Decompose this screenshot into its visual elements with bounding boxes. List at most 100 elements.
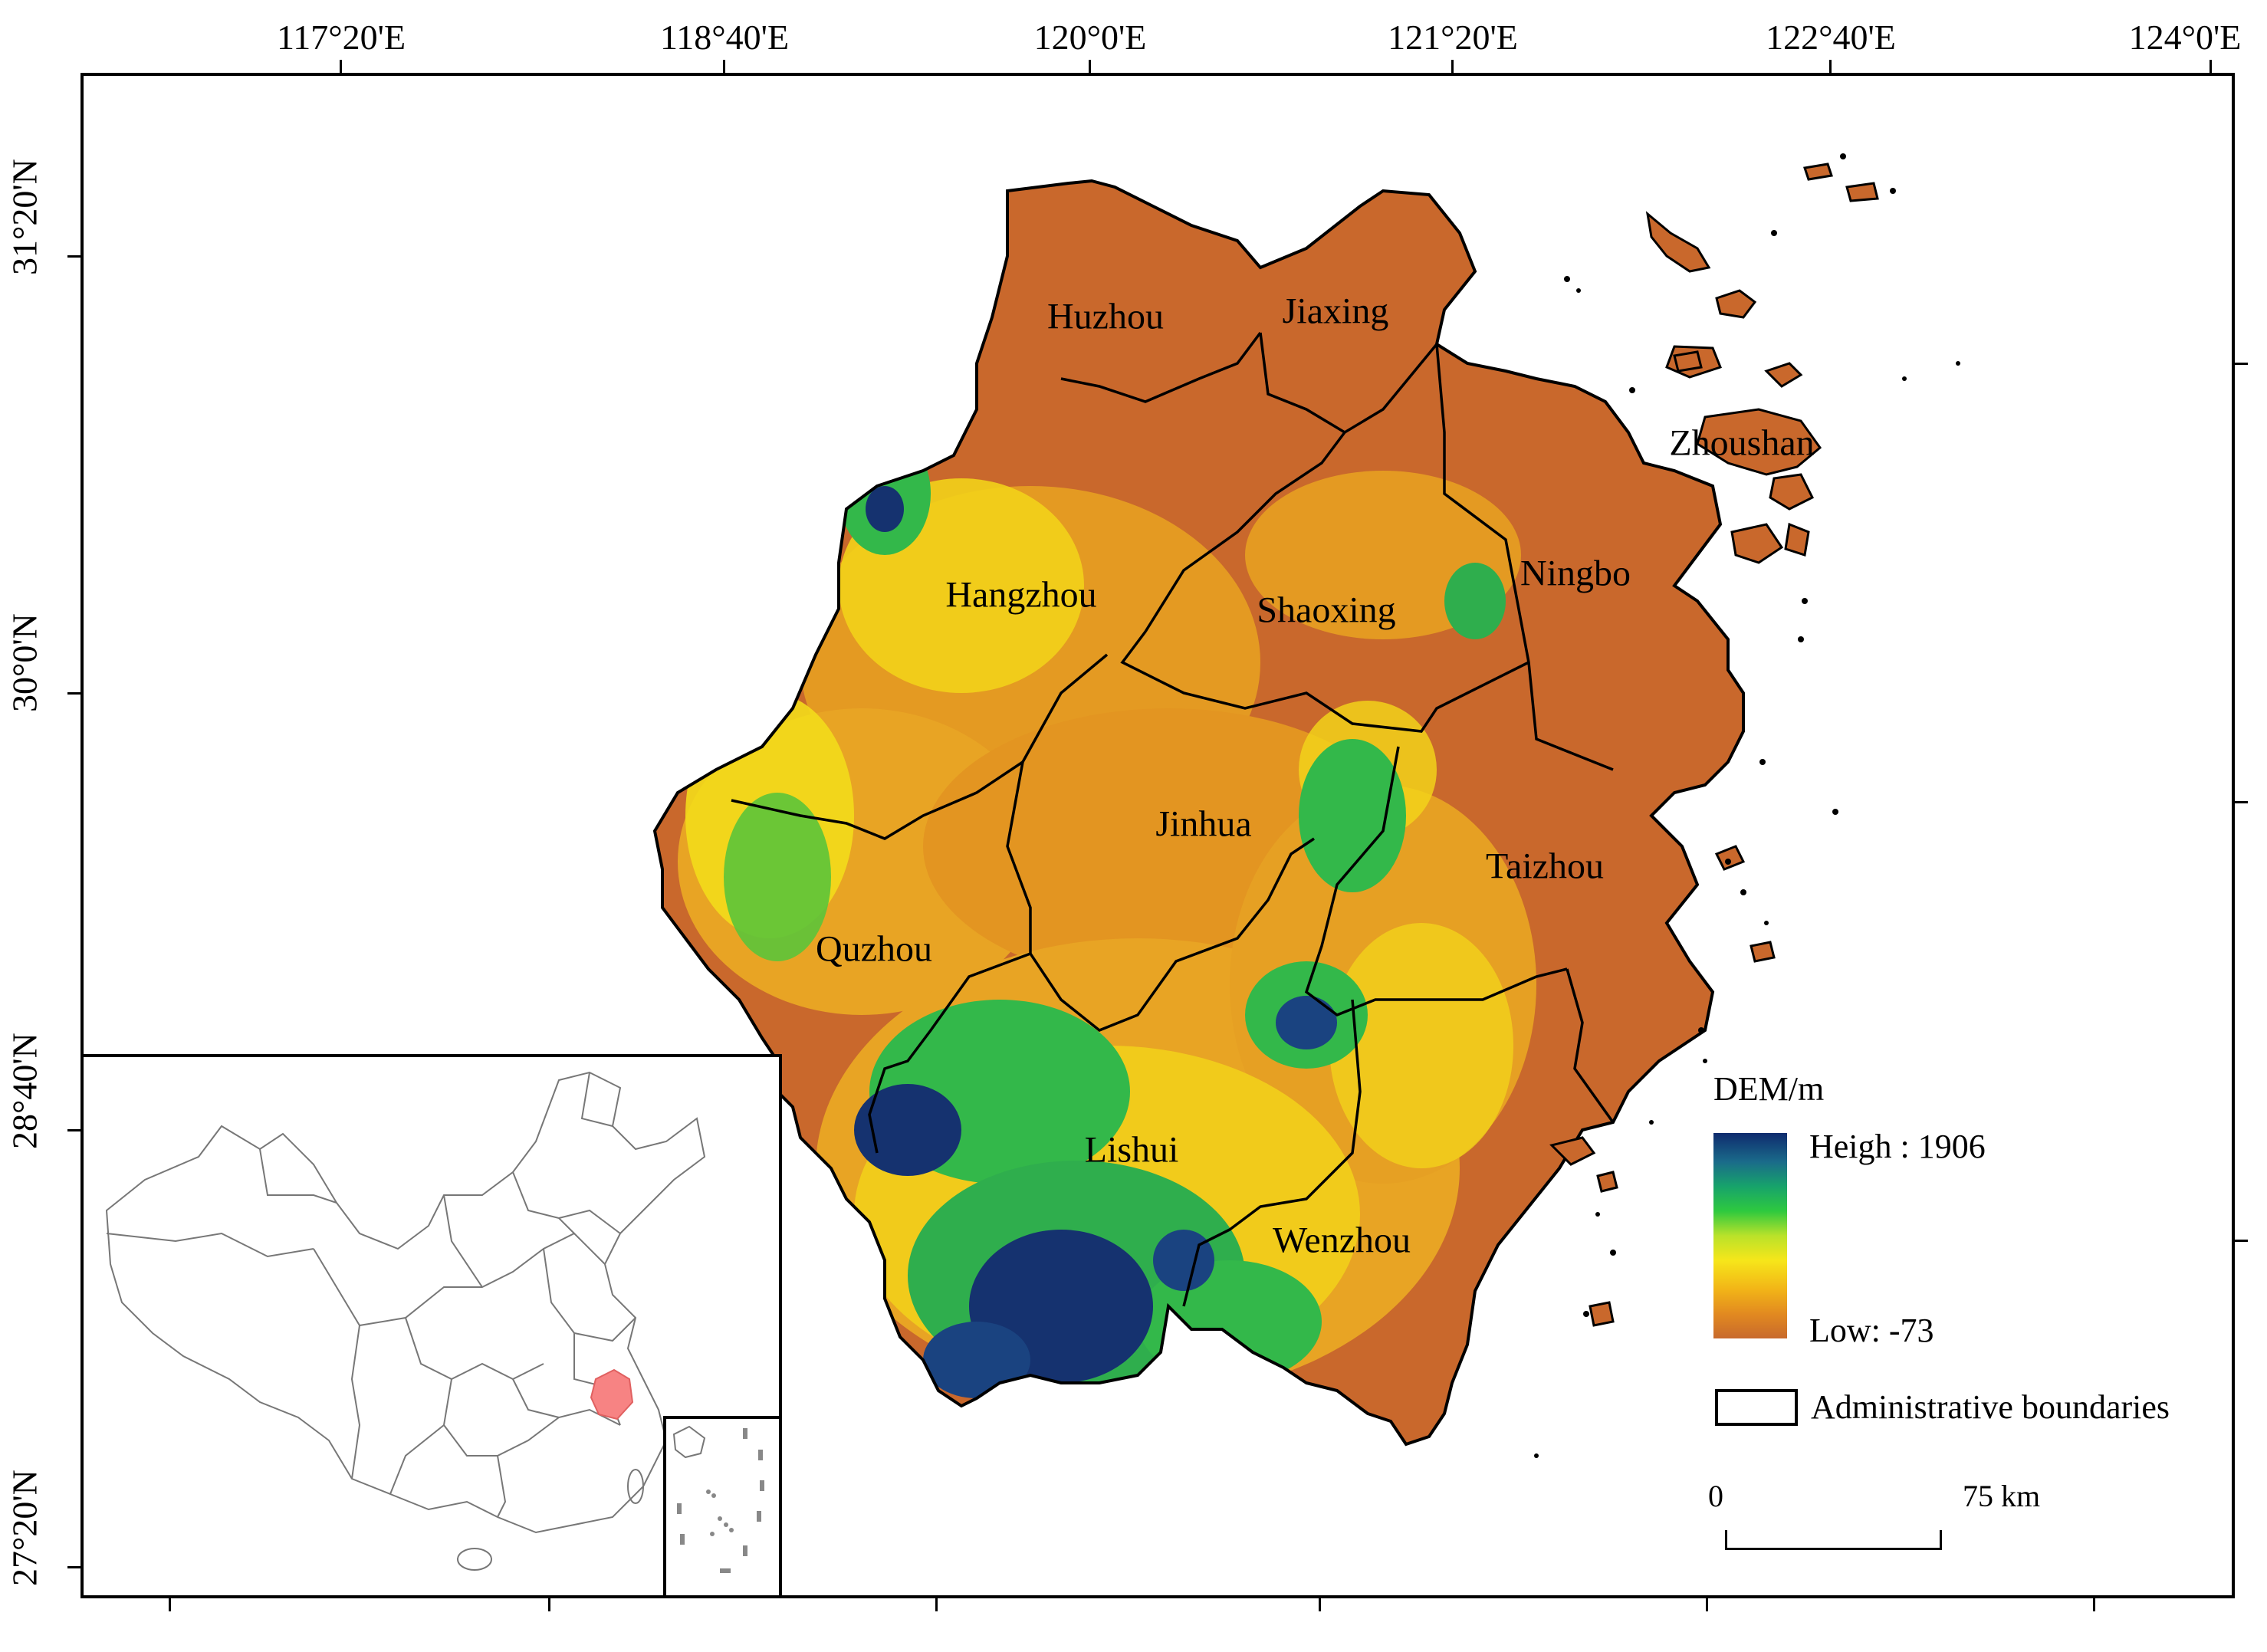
province-line: [350, 1325, 361, 1480]
islet: [1649, 1120, 1654, 1125]
bottom-tick: [1706, 1598, 1708, 1611]
dash-line: [758, 1450, 763, 1460]
city-label: Ningbo: [1520, 553, 1631, 594]
boundary-line: [731, 653, 1109, 840]
province-line: [497, 1455, 507, 1518]
islet: [729, 1528, 734, 1532]
highland-zone: [1299, 739, 1406, 892]
highland-zone: [724, 793, 831, 961]
islet: [1890, 188, 1896, 194]
city-label: Zhoushan: [1669, 422, 1815, 464]
dash-line: [720, 1568, 731, 1573]
left-tick: [67, 1566, 80, 1568]
mid-zone: [1329, 923, 1513, 1168]
peak-zone: [1153, 1230, 1214, 1291]
islet: [710, 1532, 715, 1536]
islet: [1564, 276, 1570, 282]
left-tick: [67, 1129, 80, 1131]
island: [1673, 350, 1703, 373]
right-tick: [2235, 801, 2248, 803]
province-line: [442, 1378, 621, 1457]
boundary-line: [1120, 630, 1529, 733]
island: [1589, 1301, 1615, 1327]
boundary-line: [868, 952, 1031, 1154]
legend-title: DEM/m: [1713, 1070, 1825, 1108]
islet: [1832, 809, 1838, 815]
longitude-label: 121°20'E: [1388, 18, 1518, 57]
islet: [1771, 230, 1777, 236]
islet: [1703, 1059, 1707, 1063]
city-label: Lishui: [1084, 1129, 1179, 1171]
peak-zone: [1276, 996, 1337, 1049]
province-line: [259, 1148, 337, 1204]
city-label: Hangzhou: [945, 574, 1097, 616]
city-label: Wenzhou: [1272, 1220, 1411, 1261]
islet: [1759, 759, 1766, 765]
top-tick: [340, 60, 342, 73]
island: [1803, 163, 1833, 181]
taiwan-island: [627, 1469, 644, 1504]
islet: [1534, 1453, 1539, 1458]
bottom-tick: [2093, 1598, 2095, 1611]
islet: [706, 1489, 711, 1494]
south-china-sea-inset: [663, 1416, 782, 1598]
island: [1730, 523, 1784, 564]
left-tick: [67, 692, 80, 695]
islet: [1764, 921, 1769, 925]
island: [1596, 1171, 1618, 1193]
islet: [1698, 1027, 1704, 1033]
dash-line: [743, 1428, 747, 1439]
city-label: Taizhou: [1486, 846, 1604, 887]
islet: [1798, 636, 1804, 642]
peak-zone: [923, 1322, 1030, 1398]
top-tick: [2210, 60, 2212, 73]
legend-high-label: Heigh : 1906: [1809, 1128, 1986, 1165]
boundary-line: [1304, 746, 1568, 1016]
boundary-legend-label: Administrative boundaries: [1811, 1388, 2170, 1426]
city-label: Huzhou: [1047, 296, 1164, 337]
top-tick: [1451, 60, 1454, 73]
boundary-legend-swatch: [1715, 1389, 1798, 1426]
city-label: Quzhou: [816, 928, 932, 970]
right-tick: [2235, 1240, 2248, 1242]
top-tick: [1089, 60, 1091, 73]
province-line: [405, 1317, 544, 1381]
province-line: [558, 1209, 621, 1234]
province-line: [512, 1378, 560, 1418]
bottom-tick: [935, 1598, 938, 1611]
province-line: [389, 1424, 445, 1495]
province-outline: [652, 179, 1745, 1447]
latitude-label: 27°20'N: [5, 1470, 44, 1586]
province-line: [313, 1248, 482, 1327]
right-tick: [2235, 363, 2248, 365]
dash-line: [743, 1545, 747, 1556]
admin-boundaries: [731, 331, 1615, 1307]
highland-zone: [1444, 563, 1506, 639]
city-label: Shaoxing: [1257, 590, 1396, 631]
latitude-label: 31°20'N: [5, 159, 44, 275]
peak-zone: [866, 486, 904, 532]
latitude-label: 30°0'N: [5, 613, 44, 712]
dash-line: [760, 1480, 764, 1491]
islet: [1802, 598, 1808, 604]
boundary-line: [1259, 332, 1438, 435]
islet: [711, 1493, 716, 1498]
island: [1784, 522, 1810, 557]
sea-islands: [677, 1428, 764, 1573]
dash-line: [680, 1534, 685, 1545]
peak-zone: [854, 1084, 961, 1176]
island: [1715, 289, 1757, 319]
boundary-line: [1006, 761, 1315, 1033]
longitude-label: 122°40'E: [1766, 18, 1896, 57]
top-tick: [723, 60, 725, 73]
islet: [1725, 859, 1731, 865]
longitude-label: 120°0'E: [1033, 18, 1147, 57]
islet: [1840, 153, 1846, 159]
scale-bar-end-label: 75 km: [1963, 1479, 2041, 1513]
map-frame: [80, 73, 2235, 1598]
islet: [1629, 387, 1635, 393]
islet: [724, 1522, 728, 1527]
small-islets: [1534, 153, 1960, 1458]
elevation-map: [652, 153, 1960, 1458]
